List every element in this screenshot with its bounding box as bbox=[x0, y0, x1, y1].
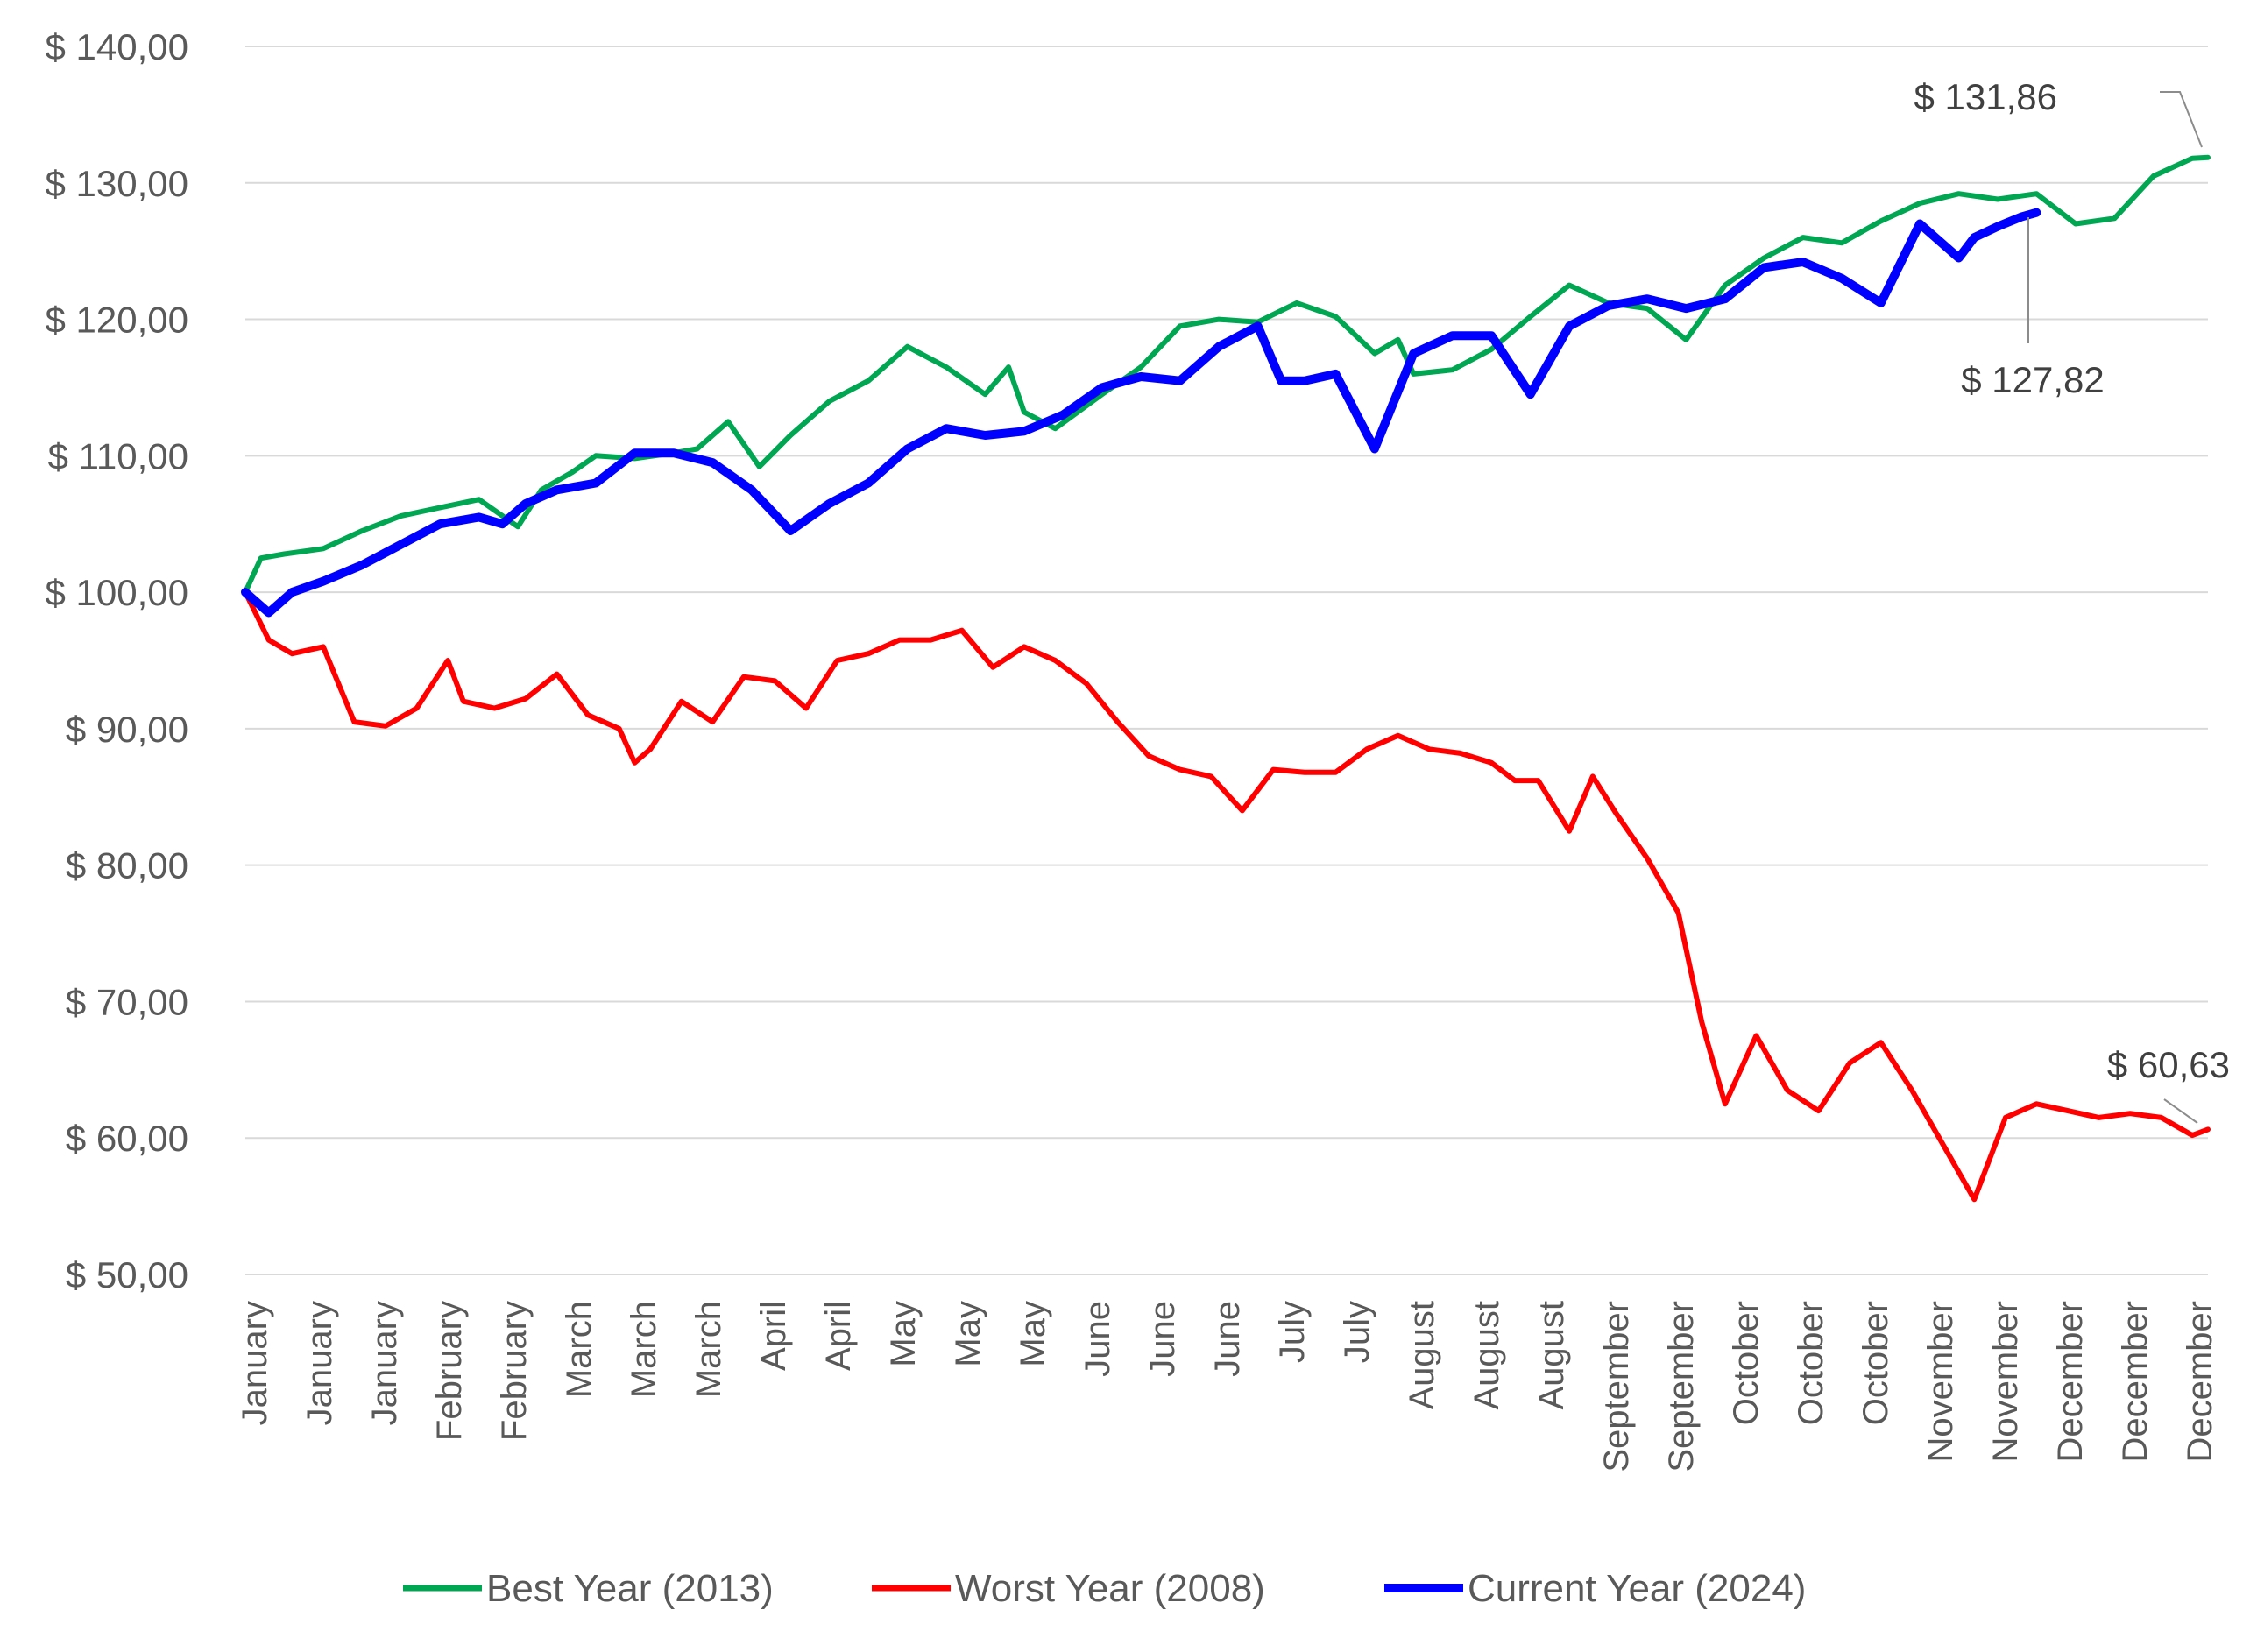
x-tick-label: October bbox=[1727, 1301, 1765, 1425]
x-tick-label: May bbox=[884, 1301, 923, 1367]
legend: Best Year (2013) Worst Year (2008) Current… bbox=[403, 1567, 1806, 1610]
x-tick-label: June bbox=[1208, 1301, 1247, 1377]
x-tick-label: January bbox=[236, 1301, 274, 1425]
gridlines bbox=[245, 46, 2208, 1275]
series-line-2 bbox=[243, 589, 2211, 1203]
x-tick-label: February bbox=[430, 1301, 469, 1441]
x-tick-label: December bbox=[2181, 1301, 2219, 1463]
y-tick-label: $ 80,00 bbox=[66, 845, 188, 886]
legend-label: Best Year (2013) bbox=[486, 1567, 774, 1610]
annotation-label: $ 127,82 bbox=[1961, 359, 2105, 400]
x-tick-label: January bbox=[365, 1301, 404, 1425]
x-tick-label: August bbox=[1468, 1301, 1506, 1410]
x-tick-label: August bbox=[1532, 1301, 1571, 1410]
y-axis-ticks: $ 50,00 $ 60,00 $ 70,00 $ 80,00 $ 90,00 $ 100… bbox=[46, 26, 189, 1295]
y-tick-label: $ 50,00 bbox=[66, 1254, 188, 1295]
x-tick-label: March bbox=[560, 1301, 598, 1398]
y-tick-label: $ 90,00 bbox=[66, 709, 188, 750]
x-tick-label: May bbox=[1014, 1301, 1052, 1367]
x-axis-ticks: January January January February February Mar… bbox=[236, 1301, 2219, 1472]
x-tick-label: August bbox=[1403, 1301, 1441, 1410]
x-tick-label: September bbox=[1597, 1301, 1636, 1472]
legend-label: Worst Year (2008) bbox=[955, 1567, 1265, 1610]
x-tick-label: March bbox=[625, 1301, 663, 1398]
y-tick-label: $ 140,00 bbox=[46, 26, 189, 67]
x-tick-label: January bbox=[301, 1301, 339, 1425]
x-tick-label: December bbox=[2051, 1301, 2090, 1463]
x-tick-label: December bbox=[2116, 1301, 2155, 1463]
series-line-1 bbox=[243, 154, 2211, 596]
x-tick-label: March bbox=[690, 1301, 728, 1398]
x-tick-label: June bbox=[1079, 1301, 1117, 1377]
y-tick-label: $ 70,00 bbox=[66, 981, 188, 1022]
x-tick-label: November bbox=[1921, 1301, 1960, 1463]
y-tick-label: $ 60,00 bbox=[66, 1118, 188, 1159]
annotation-label: $ 60,63 bbox=[2107, 1044, 2230, 1085]
annotation-leader-line bbox=[2160, 91, 2203, 148]
x-tick-label: February bbox=[495, 1301, 534, 1441]
x-tick-label: October bbox=[1792, 1301, 1830, 1425]
legend-label: Current Year (2024) bbox=[1468, 1567, 1806, 1610]
x-tick-label: July bbox=[1338, 1301, 1376, 1363]
x-tick-label: May bbox=[949, 1301, 987, 1367]
x-tick-label: April bbox=[754, 1301, 793, 1371]
y-tick-label: $ 130,00 bbox=[46, 163, 189, 204]
y-tick-label: $ 110,00 bbox=[48, 435, 188, 477]
annotation-leader-line bbox=[2163, 1098, 2198, 1124]
annotations: $ 131,86 $ 127,82 $ 60,63 bbox=[1914, 76, 2230, 1124]
series-lines bbox=[241, 154, 2211, 1203]
annotation-label: $ 131,86 bbox=[1914, 76, 2058, 117]
x-tick-label: November bbox=[1986, 1301, 2025, 1463]
series-line-3 bbox=[241, 208, 2041, 618]
x-tick-label: April bbox=[819, 1301, 858, 1371]
y-tick-label: $ 100,00 bbox=[46, 572, 189, 613]
x-tick-label: October bbox=[1857, 1301, 1895, 1425]
x-tick-label: June bbox=[1143, 1301, 1182, 1377]
y-tick-label: $ 120,00 bbox=[46, 300, 189, 341]
x-tick-label: July bbox=[1273, 1301, 1312, 1363]
x-tick-label: September bbox=[1662, 1301, 1701, 1472]
